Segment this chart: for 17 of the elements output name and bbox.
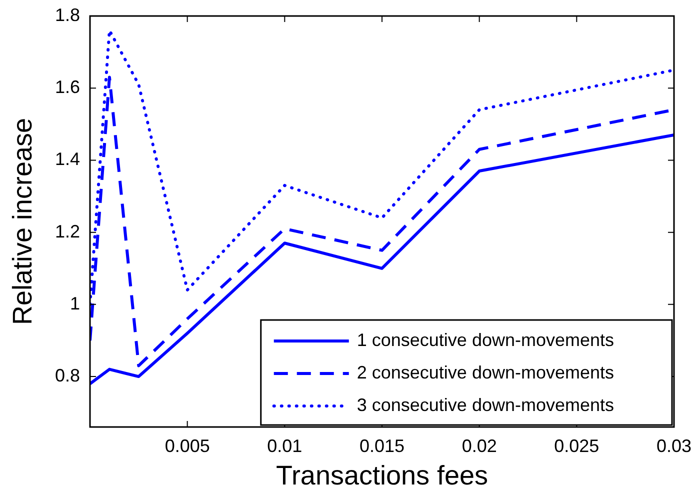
legend-label: 3 consecutive down-movements — [356, 394, 614, 415]
x-tick-label: 0.005 — [164, 436, 210, 456]
x-tick-label: 0.01 — [267, 436, 302, 456]
legend-label: 1 consecutive down-movements — [356, 330, 614, 350]
x-tick-label: 0.02 — [462, 436, 497, 456]
x-axis-title: Transactions fees — [276, 460, 488, 490]
x-tick-label: 0.025 — [554, 436, 600, 456]
x-tick-label: 0.03 — [656, 436, 692, 456]
y-tick-label: 1.4 — [54, 149, 80, 170]
y-tick-label: 1 — [70, 293, 80, 314]
y-tick-label: 1.6 — [54, 77, 80, 98]
y-tick-label: 1.8 — [54, 4, 80, 25]
legend-label: 2 consecutive down-movements — [356, 362, 614, 382]
y-tick-label: 1.2 — [54, 221, 80, 242]
y-axis-title: Relative increase — [8, 118, 38, 326]
y-tick-label: 0.8 — [54, 365, 80, 386]
x-tick-label: 0.015 — [359, 436, 405, 456]
